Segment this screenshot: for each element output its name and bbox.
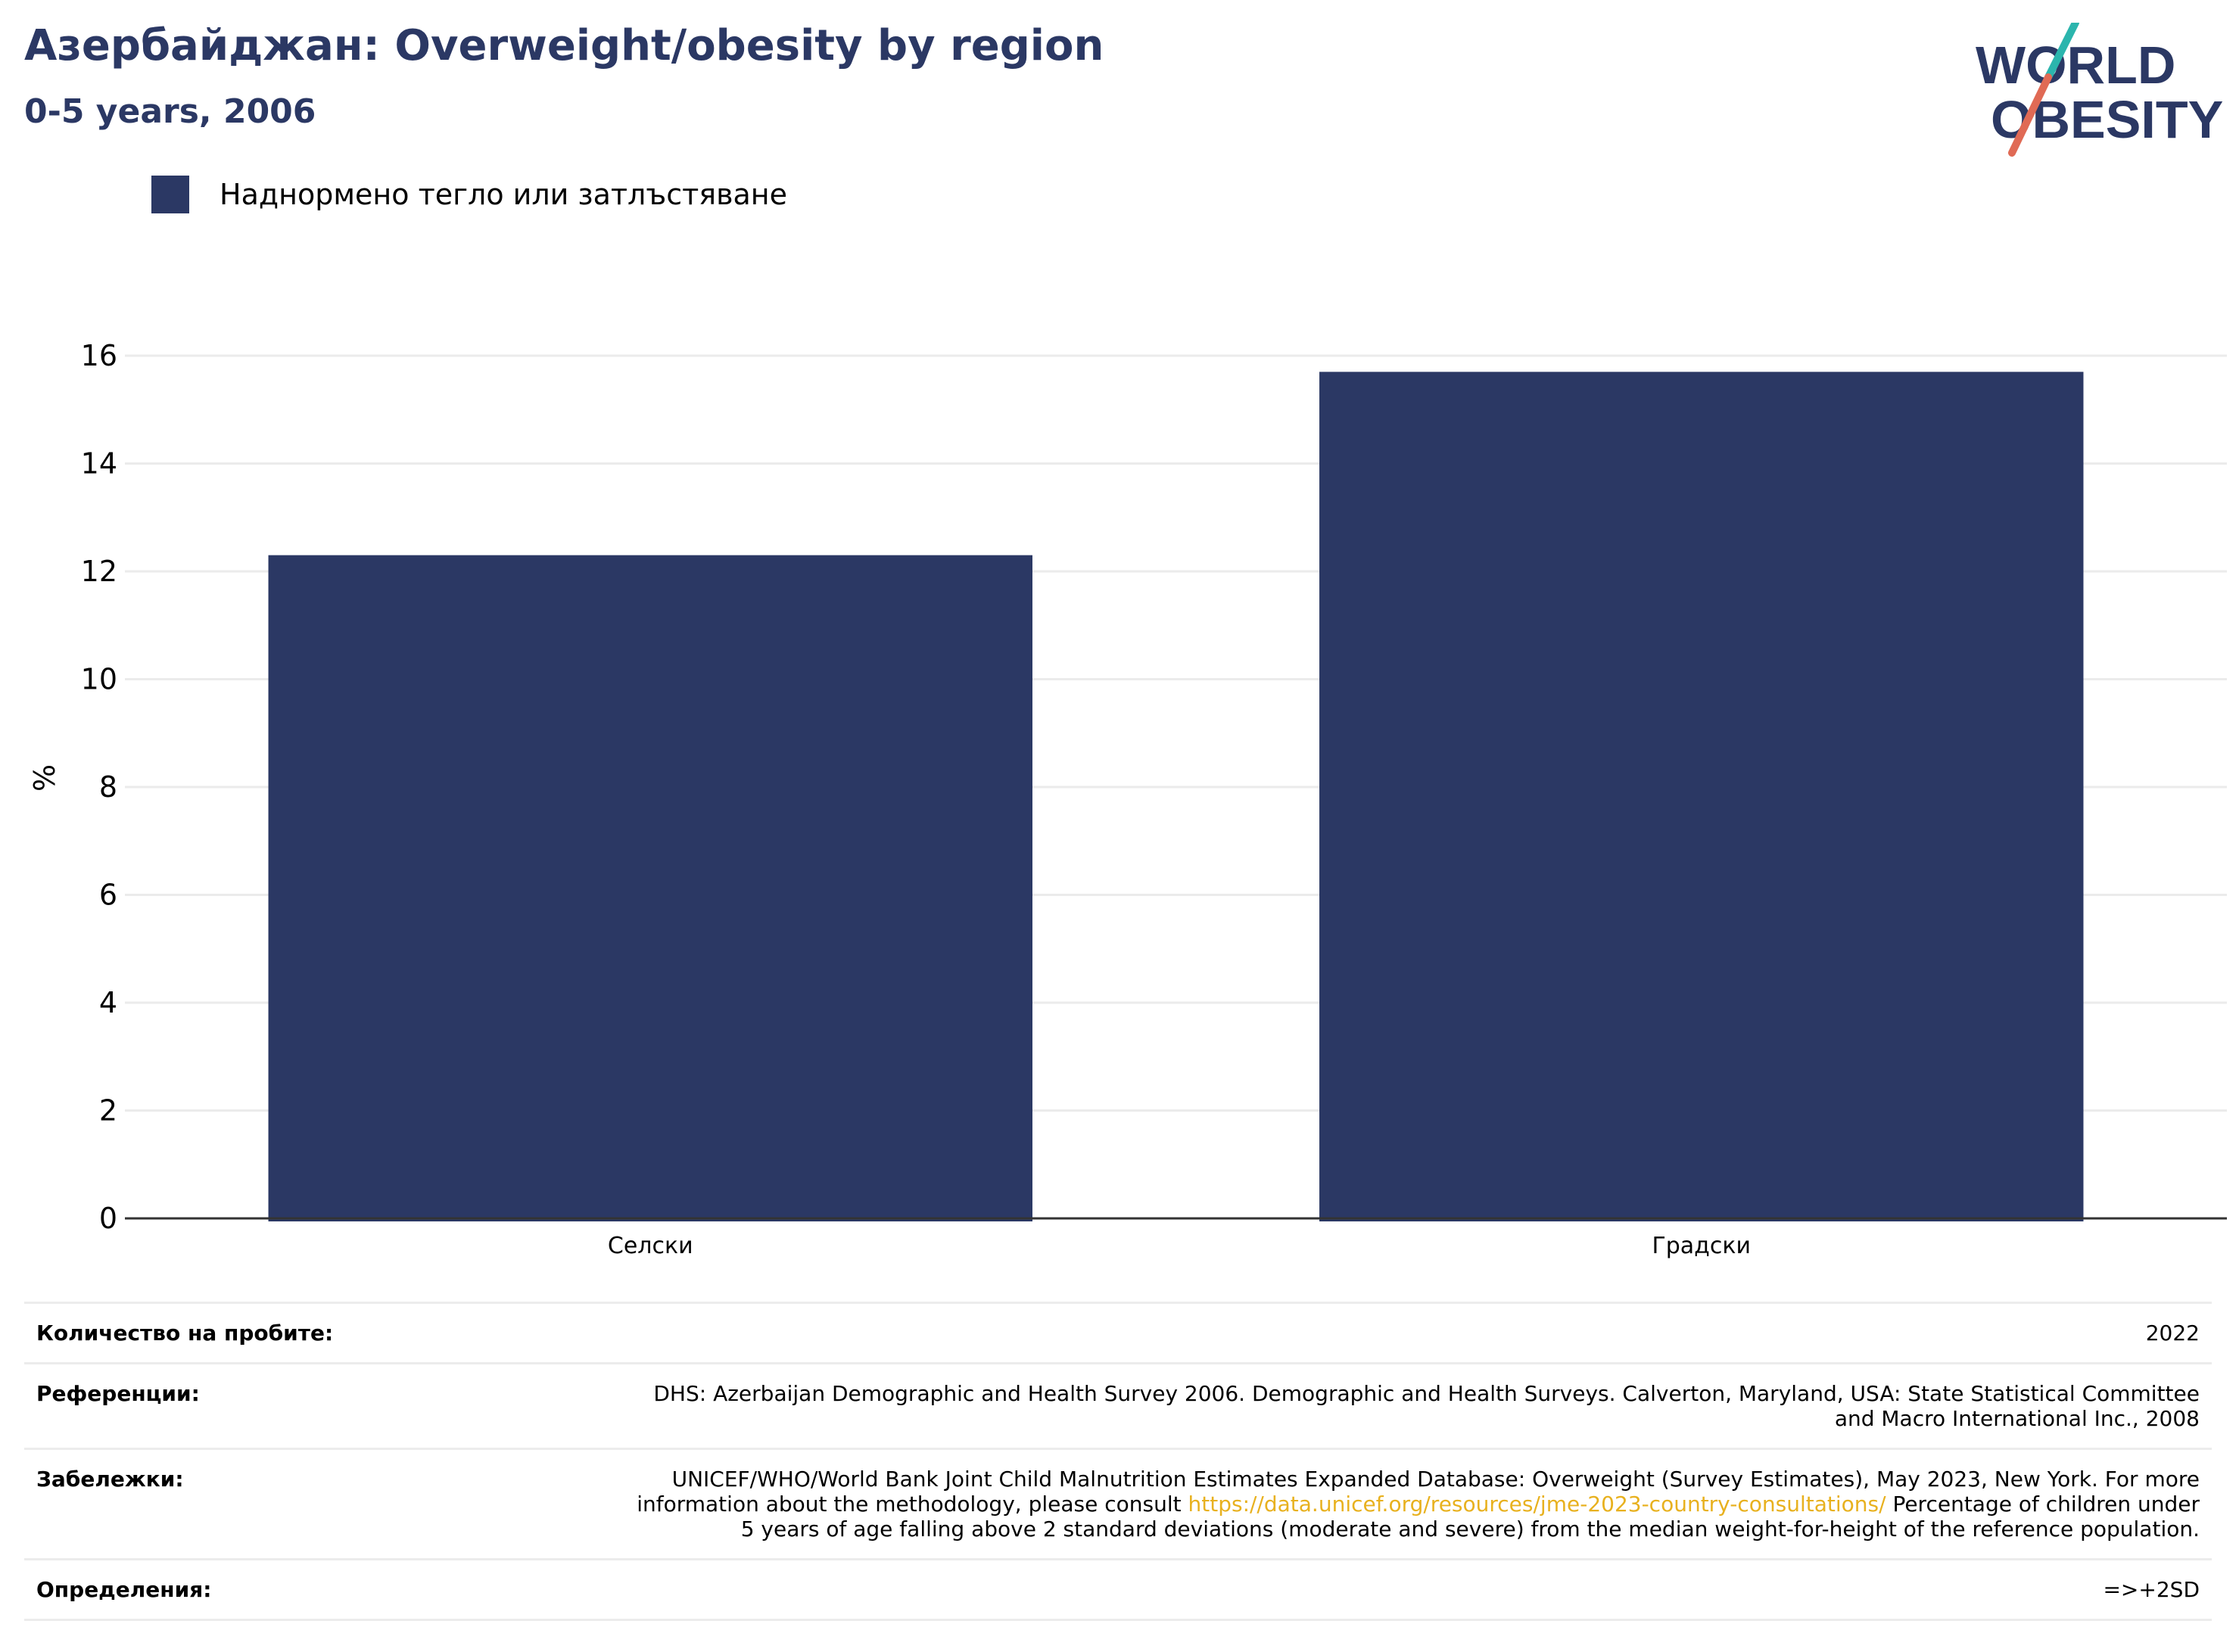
y-tick-label: 2 [99, 1094, 117, 1128]
meta-value: =>+2SD [2103, 1577, 2200, 1602]
legend-swatch [151, 176, 189, 213]
meta-value: 2022 [2145, 1321, 2200, 1346]
notes-text-after: Percentage of children under 5 years of … [740, 1492, 2200, 1542]
meta-row-notes: Забележки: UNICEF/WHO/World Bank Joint C… [24, 1448, 2212, 1558]
metadata-table: Количество на пробите: 2022 Референции: … [24, 1302, 2212, 1621]
y-tick-label: 16 [81, 339, 117, 372]
y-tick-label: 6 [99, 879, 117, 912]
notes-text-before: UNICEF/WHO/World Bank Joint Child Malnut… [637, 1467, 2200, 1517]
y-tick-label: 12 [81, 555, 117, 588]
logo-stroke-red [2008, 73, 2052, 157]
x-axis-labels: Селски Градски [608, 1233, 1751, 1259]
y-tick-label: 8 [99, 770, 117, 804]
y-tick-label: 4 [99, 986, 117, 1019]
meta-value: UNICEF/WHO/World Bank Joint Child Malnut… [625, 1467, 2200, 1542]
y-tick-label: 10 [81, 663, 117, 696]
meta-value: DHS: Azerbaijan Demographic and Health S… [653, 1381, 2200, 1431]
meta-key: Количество на пробите: [36, 1321, 334, 1346]
logo-line1: WORLD [1976, 36, 2175, 95]
y-axis-ticks: 0 2 4 6 8 10 12 14 16 [81, 339, 117, 1235]
y-axis-label: % [28, 764, 61, 792]
legend-label: Наднормено тегло или затлъстяване [220, 178, 787, 211]
world-obesity-logo: WORLD OBESITY [1976, 23, 2223, 157]
meta-row-references: Референции: DHS: Azerbaijan Demographic … [24, 1362, 2212, 1448]
bar [268, 555, 1032, 1221]
x-tick-label: Селски [608, 1233, 693, 1259]
meta-key: Определения: [36, 1577, 212, 1602]
meta-key: Референции: [36, 1381, 200, 1406]
y-tick-label: 14 [81, 447, 117, 481]
chart-title: Азербайджан: Overweight/obesity by regio… [24, 21, 1104, 70]
legend: Наднормено тегло или затлъстяване [151, 176, 787, 213]
logo-stroke-teal [2044, 23, 2079, 81]
meta-row-definitions: Определения: =>+2SD [24, 1558, 2212, 1621]
bar-chart: 0 2 4 6 8 10 12 14 16 Селски Градски % [28, 339, 2227, 1259]
meta-key: Забележки: [36, 1467, 184, 1492]
methodology-link[interactable]: https://data.unicef.org/resources/jme-20… [1188, 1492, 1886, 1517]
meta-row-sample-size: Количество на пробите: 2022 [24, 1302, 2212, 1362]
bars [268, 372, 2084, 1221]
x-tick-label: Градски [1652, 1233, 1751, 1259]
chart-subtitle: 0-5 years, 2006 [24, 92, 316, 131]
y-tick-label: 0 [99, 1202, 117, 1235]
bar [1319, 372, 2084, 1221]
